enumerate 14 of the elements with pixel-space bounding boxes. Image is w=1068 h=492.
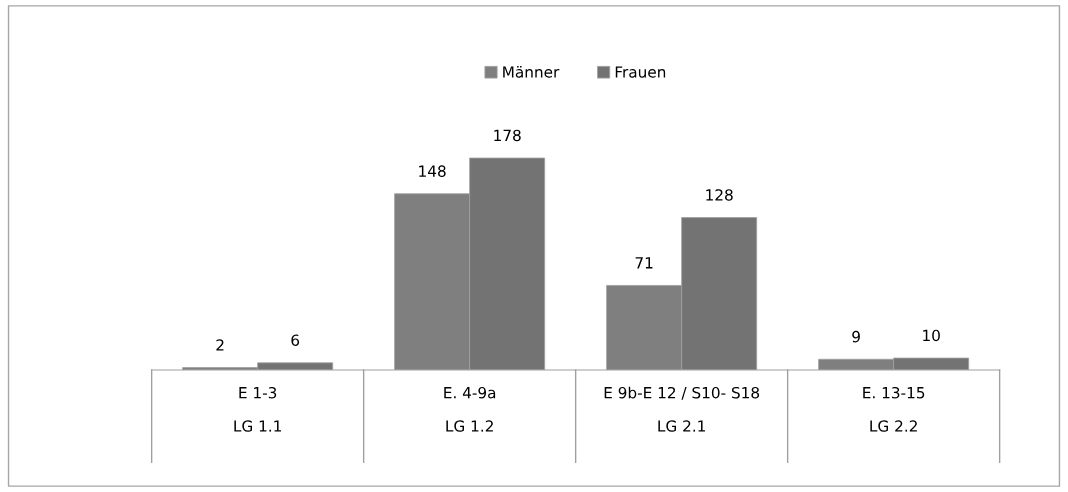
data-label: 178 bbox=[494, 129, 521, 142]
legend-label: Männer bbox=[503, 65, 560, 78]
data-label: 128 bbox=[706, 189, 733, 201]
category-label: E 9b-E 12 / S10- S18 LG 2.1 bbox=[604, 386, 760, 432]
category-label: E 1-3 LG 1.1 bbox=[234, 386, 281, 432]
category-label: E. 13-15 LG 2.2 bbox=[863, 386, 925, 432]
category-label: E. 4-9a LG 1.2 bbox=[444, 386, 496, 432]
data-label: 9 bbox=[852, 330, 860, 343]
data-label: 71 bbox=[635, 257, 653, 269]
legend-label: Frauen bbox=[615, 66, 666, 78]
data-label: 2 bbox=[216, 339, 224, 351]
data-label: 6 bbox=[291, 334, 300, 346]
data-label: 10 bbox=[923, 329, 940, 342]
data-label: 148 bbox=[419, 165, 446, 177]
